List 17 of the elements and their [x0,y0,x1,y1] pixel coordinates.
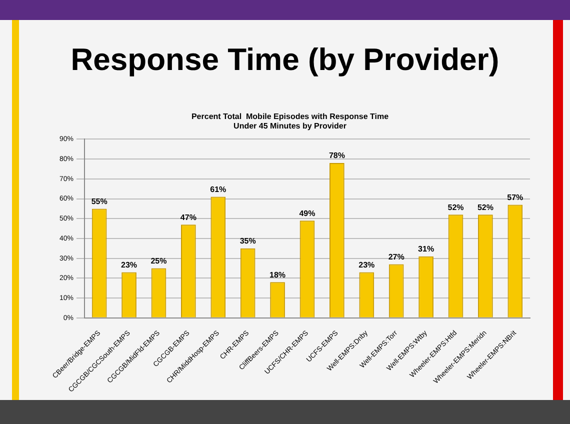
data-label: 55% [91,196,108,206]
data-label: 49% [299,208,316,218]
data-label: 31% [418,244,434,254]
chart-subtitle: Percent Total Mobile Episodes with Response Time Under 45 Minutes by Provider [191,112,390,131]
data-label: 52% [448,202,464,212]
data-label: 18% [270,270,286,280]
data-label: 47% [180,212,196,222]
data-label: 35% [240,236,256,246]
data-label: 78% [328,151,345,160]
data-label: 61% [210,184,226,194]
chart-title: Response Time (by Provider) [70,42,500,78]
data-label: 23% [358,260,375,270]
data-label: 25% [150,256,167,266]
data-label: 27% [388,252,404,262]
data-label: 57% [507,192,524,202]
data-label: 52% [477,202,494,212]
data-label: 23% [121,260,138,270]
